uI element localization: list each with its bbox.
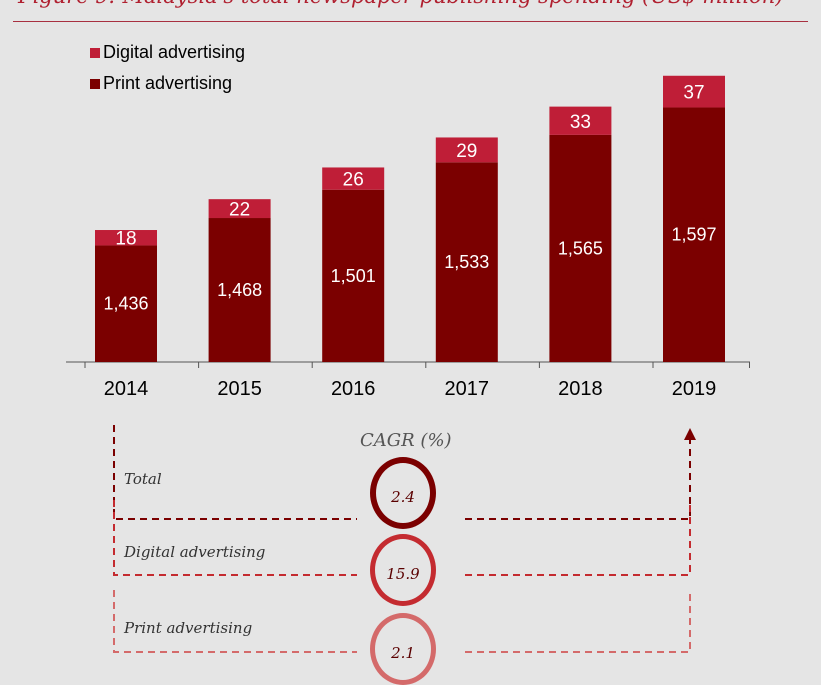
- cagr-label: Digital advertising: [124, 543, 266, 561]
- cagr-circle: 2.4: [370, 457, 436, 529]
- x-tick-label: 2015: [217, 378, 262, 400]
- x-tick-label: 2018: [558, 378, 603, 400]
- data-label-print: 1,501: [331, 266, 376, 286]
- x-tick-label: 2017: [445, 378, 490, 400]
- cagr-circle: 15.9: [370, 534, 436, 606]
- legend-swatch-print: [90, 78, 100, 89]
- cagr-value: 2.4: [391, 488, 415, 506]
- x-tick-label: 2014: [104, 378, 149, 400]
- data-label-print: 1,533: [444, 252, 489, 272]
- bar-digital-2015: [208, 199, 271, 219]
- cagr-circle: 2.1: [370, 613, 436, 685]
- bar-digital-2014: [95, 230, 157, 246]
- legend-label-digital: Digital advertising: [103, 42, 246, 62]
- data-label-digital: 29: [456, 141, 477, 162]
- x-tick-label: 2016: [331, 378, 376, 400]
- title-divider: [13, 21, 808, 22]
- bar-print-2018: [549, 134, 612, 362]
- bar-print-2019: [663, 107, 725, 362]
- data-label-print: 1,436: [103, 294, 148, 314]
- data-label-digital: 22: [229, 200, 250, 221]
- cagr-value: 15.9: [386, 565, 420, 583]
- chart-title: Figure 9: Malaysia's total newspaper pub…: [18, 0, 784, 8]
- data-label-digital: 33: [570, 112, 591, 133]
- cagr-bracket-0: [113, 425, 691, 520]
- data-label-digital: 18: [115, 229, 136, 250]
- bar-digital-2016: [322, 167, 385, 190]
- bar-print-2015: [208, 218, 271, 362]
- cagr-label: Print advertising: [124, 619, 253, 637]
- data-label-print: 1,565: [558, 238, 603, 258]
- bar-digital-2017: [435, 137, 498, 163]
- legend-digital: Digital advertising: [90, 42, 245, 63]
- cagr-label: Total: [124, 470, 162, 488]
- data-label-print: 1,468: [217, 280, 262, 300]
- bar-digital-2019: [663, 75, 725, 108]
- bar-print-2014: [95, 245, 157, 362]
- cagr-bracket-1: [113, 500, 691, 576]
- legend-label-print: Print advertising: [103, 73, 233, 93]
- arrow-up-icon: [684, 428, 696, 440]
- bar-print-2017: [435, 162, 498, 362]
- data-label-print: 1,597: [671, 225, 716, 245]
- legend-print: Print advertising: [90, 73, 232, 94]
- cagr-title: CAGR (%): [360, 430, 452, 451]
- cagr-bracket-2: [113, 590, 691, 653]
- data-label-digital: 26: [343, 170, 364, 191]
- x-tick-label: 2019: [672, 378, 717, 400]
- bar-print-2016: [322, 189, 385, 362]
- legend-swatch-digital: [90, 47, 100, 58]
- bar-digital-2018: [549, 106, 612, 135]
- data-label-digital: 37: [683, 83, 704, 104]
- cagr-value: 2.1: [391, 644, 415, 662]
